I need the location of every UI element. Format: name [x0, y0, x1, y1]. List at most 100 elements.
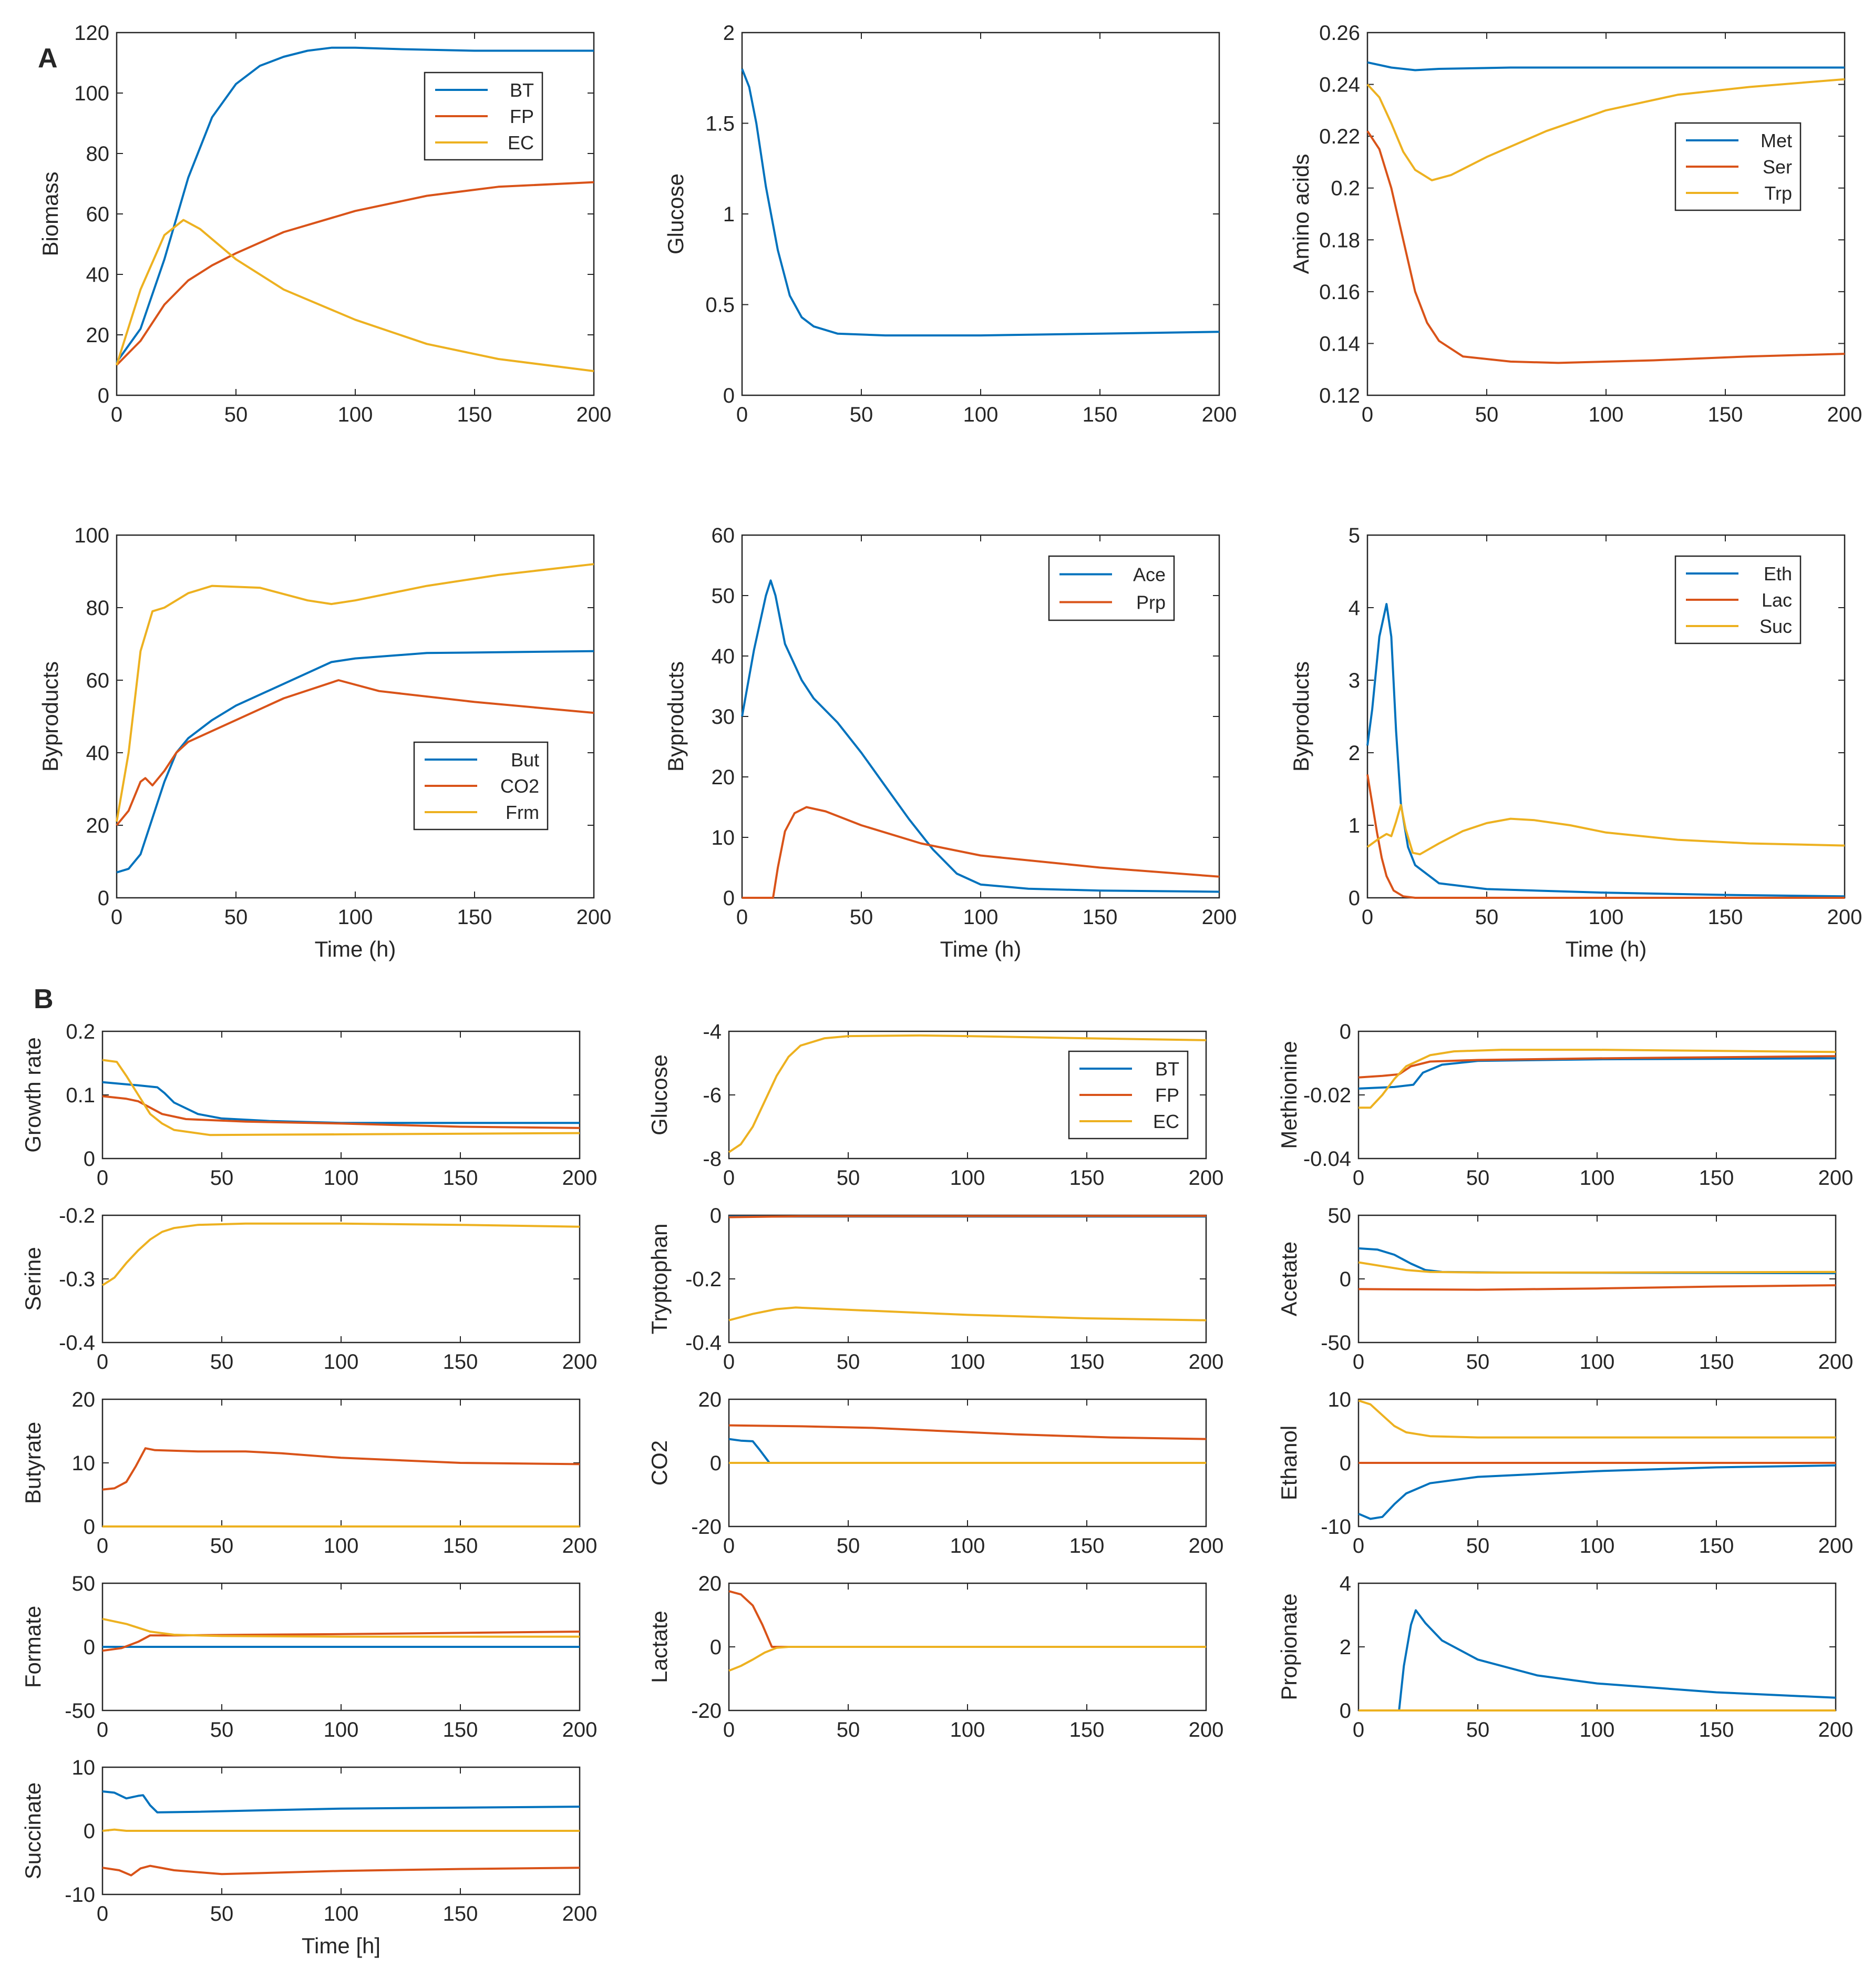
x-tick-label: 150 — [443, 1534, 478, 1557]
series-line-prp — [742, 806, 1220, 899]
legend-box — [1048, 555, 1175, 621]
x-tick-label: 50 — [210, 1534, 234, 1557]
series-line-bt — [116, 46, 594, 363]
x-tick-label: 50 — [224, 403, 248, 426]
x-tick-label: 50 — [837, 1350, 860, 1374]
y-axis-label: Acetate — [1277, 1242, 1301, 1316]
x-tick-label: 150 — [1069, 1718, 1105, 1741]
axes-box — [116, 534, 595, 899]
x-tick-label: 200 — [1818, 1534, 1854, 1557]
legend-label: FP — [510, 106, 534, 127]
y-tick-label: 40 — [712, 645, 735, 668]
x-tick-label: 150 — [1083, 403, 1118, 426]
chart-B5: 0 50 100 150 200 -0.4 -0.2 0 Tryptophan — [647, 1204, 1223, 1374]
y-tick-label: 0 — [84, 1636, 95, 1659]
series-line-fp — [116, 181, 594, 366]
series-line-ace — [741, 579, 1220, 893]
y-axis-label: Butyrate — [20, 1422, 45, 1504]
x-tick-label: 0 — [97, 1166, 108, 1190]
y-axis-label: Lactate — [647, 1611, 672, 1683]
y-tick-label: -50 — [1321, 1331, 1351, 1355]
x-tick-label: 150 — [457, 906, 492, 929]
y-axis-label: Growth rate — [20, 1037, 45, 1152]
y-tick-label: 0.5 — [705, 294, 735, 317]
x-tick-label: 50 — [210, 1166, 234, 1190]
series-line-ec — [728, 1646, 1206, 1672]
x-tick-label: 100 — [950, 1718, 985, 1741]
legend-label: EC — [508, 132, 534, 153]
y-tick-label: 20 — [86, 324, 110, 347]
x-tick-label: 150 — [1069, 1350, 1105, 1374]
chart-A6: 0 50 100 150 200 0 1 2 3 4 5 Byproducts Time (h) Eth L… — [1289, 524, 1862, 961]
x-tick-label: 100 — [338, 906, 373, 929]
chart-B4: 0 50 100 150 200 -0.4 -0.3 -0.2 Serine — [20, 1204, 597, 1374]
y-tick-label: 120 — [74, 22, 109, 45]
x-tick-label: 50 — [210, 1718, 234, 1741]
y-tick-label: -0.4 — [685, 1331, 722, 1355]
x-tick-label: 150 — [1083, 906, 1118, 929]
y-tick-label: 10 — [1328, 1388, 1352, 1411]
y-axis-label: Serine — [20, 1247, 45, 1310]
plots-group: 0 50 100 150 200020406080100120BiomassBTFPEC… — [20, 22, 1862, 1958]
x-tick-label: 0 — [1362, 403, 1373, 426]
x-tick-label: 50 — [1466, 1718, 1490, 1741]
x-tick-label: 200 — [562, 1718, 598, 1741]
x-tick-label: 150 — [1699, 1718, 1734, 1741]
x-tick-label: 200 — [1202, 906, 1237, 929]
chart-A4: 0 50 100 150 200 0 20 40 60 80 100 Byproducts Time (… — [38, 524, 611, 961]
series-line-glucose — [741, 68, 1220, 337]
y-tick-label: 0 — [84, 1515, 95, 1539]
series-line-ec — [102, 1059, 580, 1136]
x-tick-label: 150 — [443, 1718, 478, 1741]
y-axis-label: Glucose — [647, 1054, 672, 1135]
x-tick-label: 200 — [1189, 1718, 1224, 1741]
legend-label: Trp — [1764, 182, 1792, 204]
legend: Met Ser Trp — [1674, 122, 1802, 211]
series-line-lac — [1366, 774, 1845, 899]
legend-label: BT — [1155, 1058, 1179, 1080]
y-axis-label: Biomass — [38, 171, 63, 256]
y-tick-label: 20 — [698, 1388, 722, 1411]
series-line-but — [116, 650, 594, 874]
x-tick-label: 100 — [950, 1166, 985, 1190]
y-tick-label: 0.16 — [1319, 281, 1360, 304]
x-tick-label: 100 — [1580, 1166, 1615, 1190]
legend-label: But — [511, 749, 539, 771]
chart-A2: 0 50 100 150 200 0 0.5 1 1.5 2 Glucose — [663, 22, 1237, 426]
x-tick-label: 150 — [1699, 1350, 1734, 1374]
x-tick-label: 50 — [1475, 403, 1499, 426]
y-tick-label: 1.5 — [705, 112, 735, 136]
y-tick-label: 80 — [86, 597, 110, 620]
series-line-fp — [1358, 1055, 1836, 1079]
y-tick-label: 0 — [1349, 887, 1360, 910]
x-tick-label: 100 — [324, 1350, 359, 1374]
y-tick-label: 0 — [1340, 1452, 1351, 1475]
y-tick-label: 20 — [86, 814, 110, 837]
legend-label: Suc — [1759, 616, 1792, 637]
y-tick-label: 50 — [712, 585, 735, 608]
y-tick-label: 30 — [712, 705, 735, 729]
panel-label-a: A — [38, 43, 58, 74]
y-tick-label: -0.4 — [59, 1331, 95, 1355]
y-axis-label: CO2 — [647, 1440, 672, 1485]
y-tick-label: -20 — [691, 1699, 722, 1723]
y-tick-label: 0.12 — [1319, 384, 1360, 407]
legend-label: Met — [1761, 130, 1792, 151]
x-tick-label: 200 — [1189, 1166, 1224, 1190]
x-tick-label: 150 — [457, 403, 492, 426]
x-tick-label: 150 — [443, 1350, 478, 1374]
series-line-ser — [1366, 130, 1845, 364]
y-tick-label: 0.26 — [1319, 22, 1360, 45]
x-tick-label: 150 — [1708, 403, 1743, 426]
y-tick-label: 0.22 — [1319, 125, 1360, 148]
y-axis-label: Propionate — [1277, 1593, 1301, 1700]
x-tick-label: 0 — [97, 1902, 108, 1925]
x-tick-label: 50 — [1466, 1350, 1490, 1374]
legend: BT FP EC — [1068, 1050, 1189, 1140]
y-tick-label: 0 — [723, 887, 735, 910]
x-tick-label: 100 — [324, 1534, 359, 1557]
